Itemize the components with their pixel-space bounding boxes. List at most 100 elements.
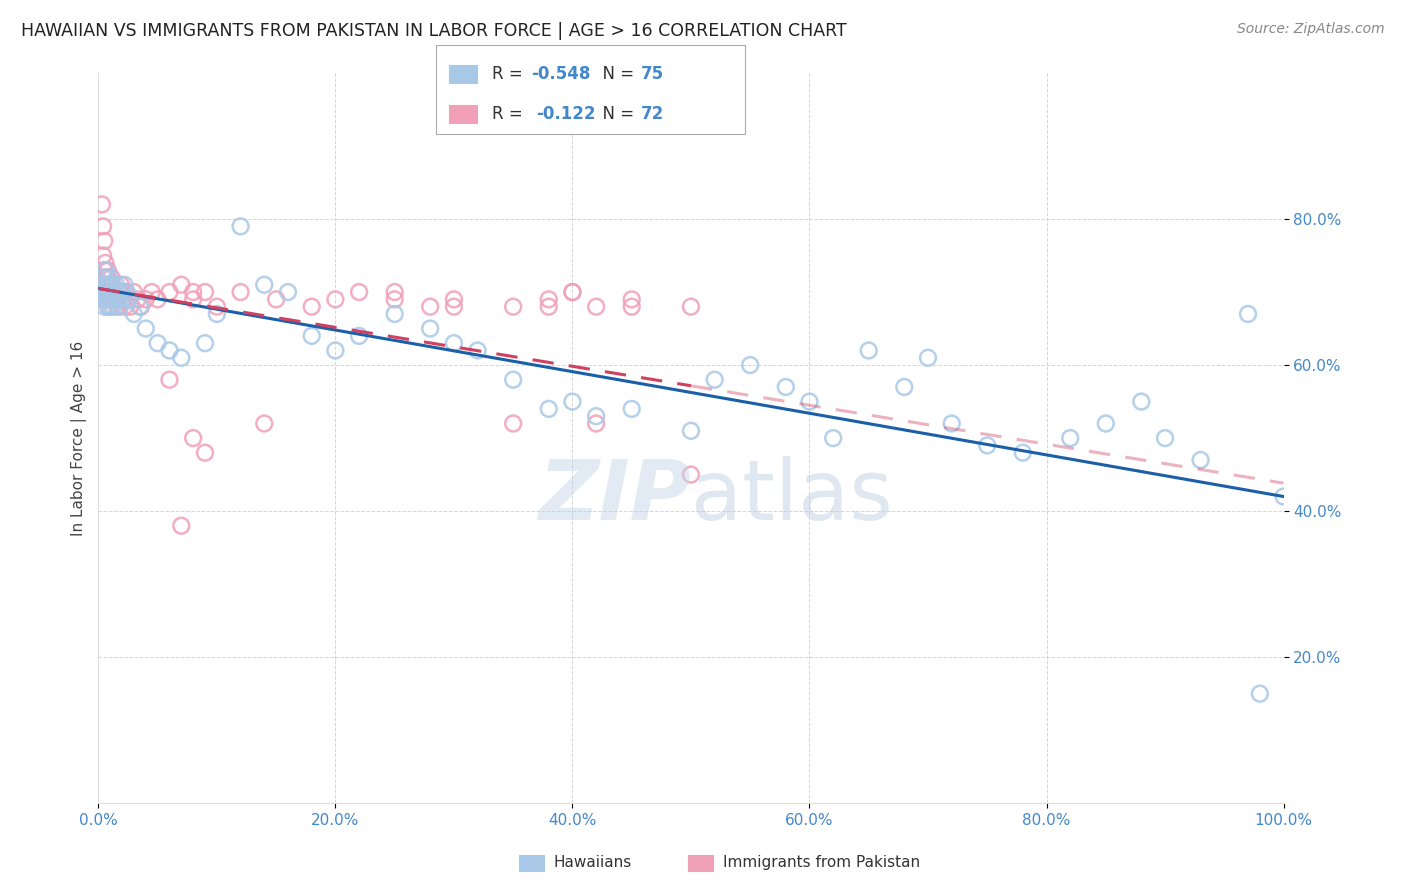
Point: [159, 343, 181, 358]
Point: [1189, 453, 1212, 467]
Point: [100, 270, 122, 285]
Text: Immigrants from Pakistan: Immigrants from Pakistan: [723, 855, 920, 870]
Point: [1154, 431, 1177, 445]
Point: [585, 300, 607, 314]
Text: Hawaiians: Hawaiians: [554, 855, 633, 870]
Point: [301, 329, 323, 343]
Point: [91, 270, 114, 285]
Point: [98, 285, 121, 299]
Point: [103, 300, 125, 314]
Point: [561, 394, 583, 409]
Point: [823, 431, 845, 445]
Point: [117, 293, 139, 307]
Point: [122, 307, 145, 321]
Point: [94, 277, 117, 292]
Point: [775, 380, 797, 394]
Point: [194, 446, 217, 460]
Point: [97, 263, 120, 277]
Point: [799, 394, 821, 409]
Point: [96, 285, 118, 299]
Point: [98, 300, 121, 314]
Point: [1249, 687, 1271, 701]
Point: [98, 293, 121, 307]
Point: [443, 336, 465, 351]
Point: [107, 293, 129, 307]
Point: [112, 277, 135, 292]
Point: [90, 277, 112, 292]
Point: [90, 197, 112, 211]
Point: [97, 277, 120, 292]
Point: [301, 300, 323, 314]
Point: [917, 351, 939, 365]
Point: [91, 248, 114, 262]
Point: [679, 424, 702, 438]
Point: [111, 285, 134, 299]
Point: [740, 358, 762, 372]
Point: [101, 285, 124, 299]
Point: [105, 293, 128, 307]
Point: [893, 380, 915, 394]
Point: [181, 293, 204, 307]
Point: [561, 285, 583, 299]
Point: [858, 343, 880, 358]
Point: [181, 431, 204, 445]
Point: [976, 438, 998, 452]
Text: -0.122: -0.122: [536, 105, 595, 123]
Point: [100, 300, 122, 314]
Point: [110, 277, 132, 292]
Point: [120, 300, 142, 314]
Point: [159, 373, 181, 387]
Point: [384, 293, 406, 307]
Text: 75: 75: [641, 65, 664, 83]
Point: [94, 256, 117, 270]
Point: [264, 293, 287, 307]
Point: [537, 401, 560, 416]
Point: [229, 219, 252, 234]
Point: [537, 300, 560, 314]
Point: [98, 277, 121, 292]
Point: [585, 417, 607, 431]
Point: [101, 285, 124, 299]
Point: [105, 300, 128, 314]
Text: atlas: atlas: [690, 456, 893, 537]
Point: [170, 277, 193, 292]
Point: [253, 417, 276, 431]
Point: [679, 300, 702, 314]
Point: [620, 293, 643, 307]
Point: [104, 285, 127, 299]
Point: [112, 293, 135, 307]
Point: [277, 285, 299, 299]
Point: [96, 285, 118, 299]
Point: [108, 300, 131, 314]
Point: [96, 293, 118, 307]
Point: [194, 285, 217, 299]
Point: [93, 285, 115, 299]
Point: [135, 321, 157, 335]
Text: R =: R =: [492, 105, 533, 123]
Text: 72: 72: [641, 105, 665, 123]
Point: [112, 300, 135, 314]
Point: [384, 285, 406, 299]
Point: [620, 300, 643, 314]
Point: [467, 343, 489, 358]
Point: [141, 285, 163, 299]
Point: [90, 285, 112, 299]
Text: HAWAIIAN VS IMMIGRANTS FROM PAKISTAN IN LABOR FORCE | AGE > 16 CORRELATION CHART: HAWAIIAN VS IMMIGRANTS FROM PAKISTAN IN …: [21, 22, 846, 40]
Point: [194, 336, 217, 351]
Point: [325, 293, 347, 307]
Point: [114, 285, 136, 299]
Point: [107, 293, 129, 307]
Point: [91, 219, 114, 234]
Point: [127, 293, 149, 307]
Point: [100, 285, 122, 299]
Point: [419, 300, 441, 314]
Point: [146, 293, 169, 307]
Point: [679, 467, 702, 482]
Point: [561, 285, 583, 299]
Y-axis label: In Labor Force | Age > 16: In Labor Force | Age > 16: [72, 341, 87, 536]
Text: R =: R =: [492, 65, 529, 83]
Point: [181, 285, 204, 299]
Point: [585, 409, 607, 424]
Point: [443, 293, 465, 307]
Point: [443, 300, 465, 314]
